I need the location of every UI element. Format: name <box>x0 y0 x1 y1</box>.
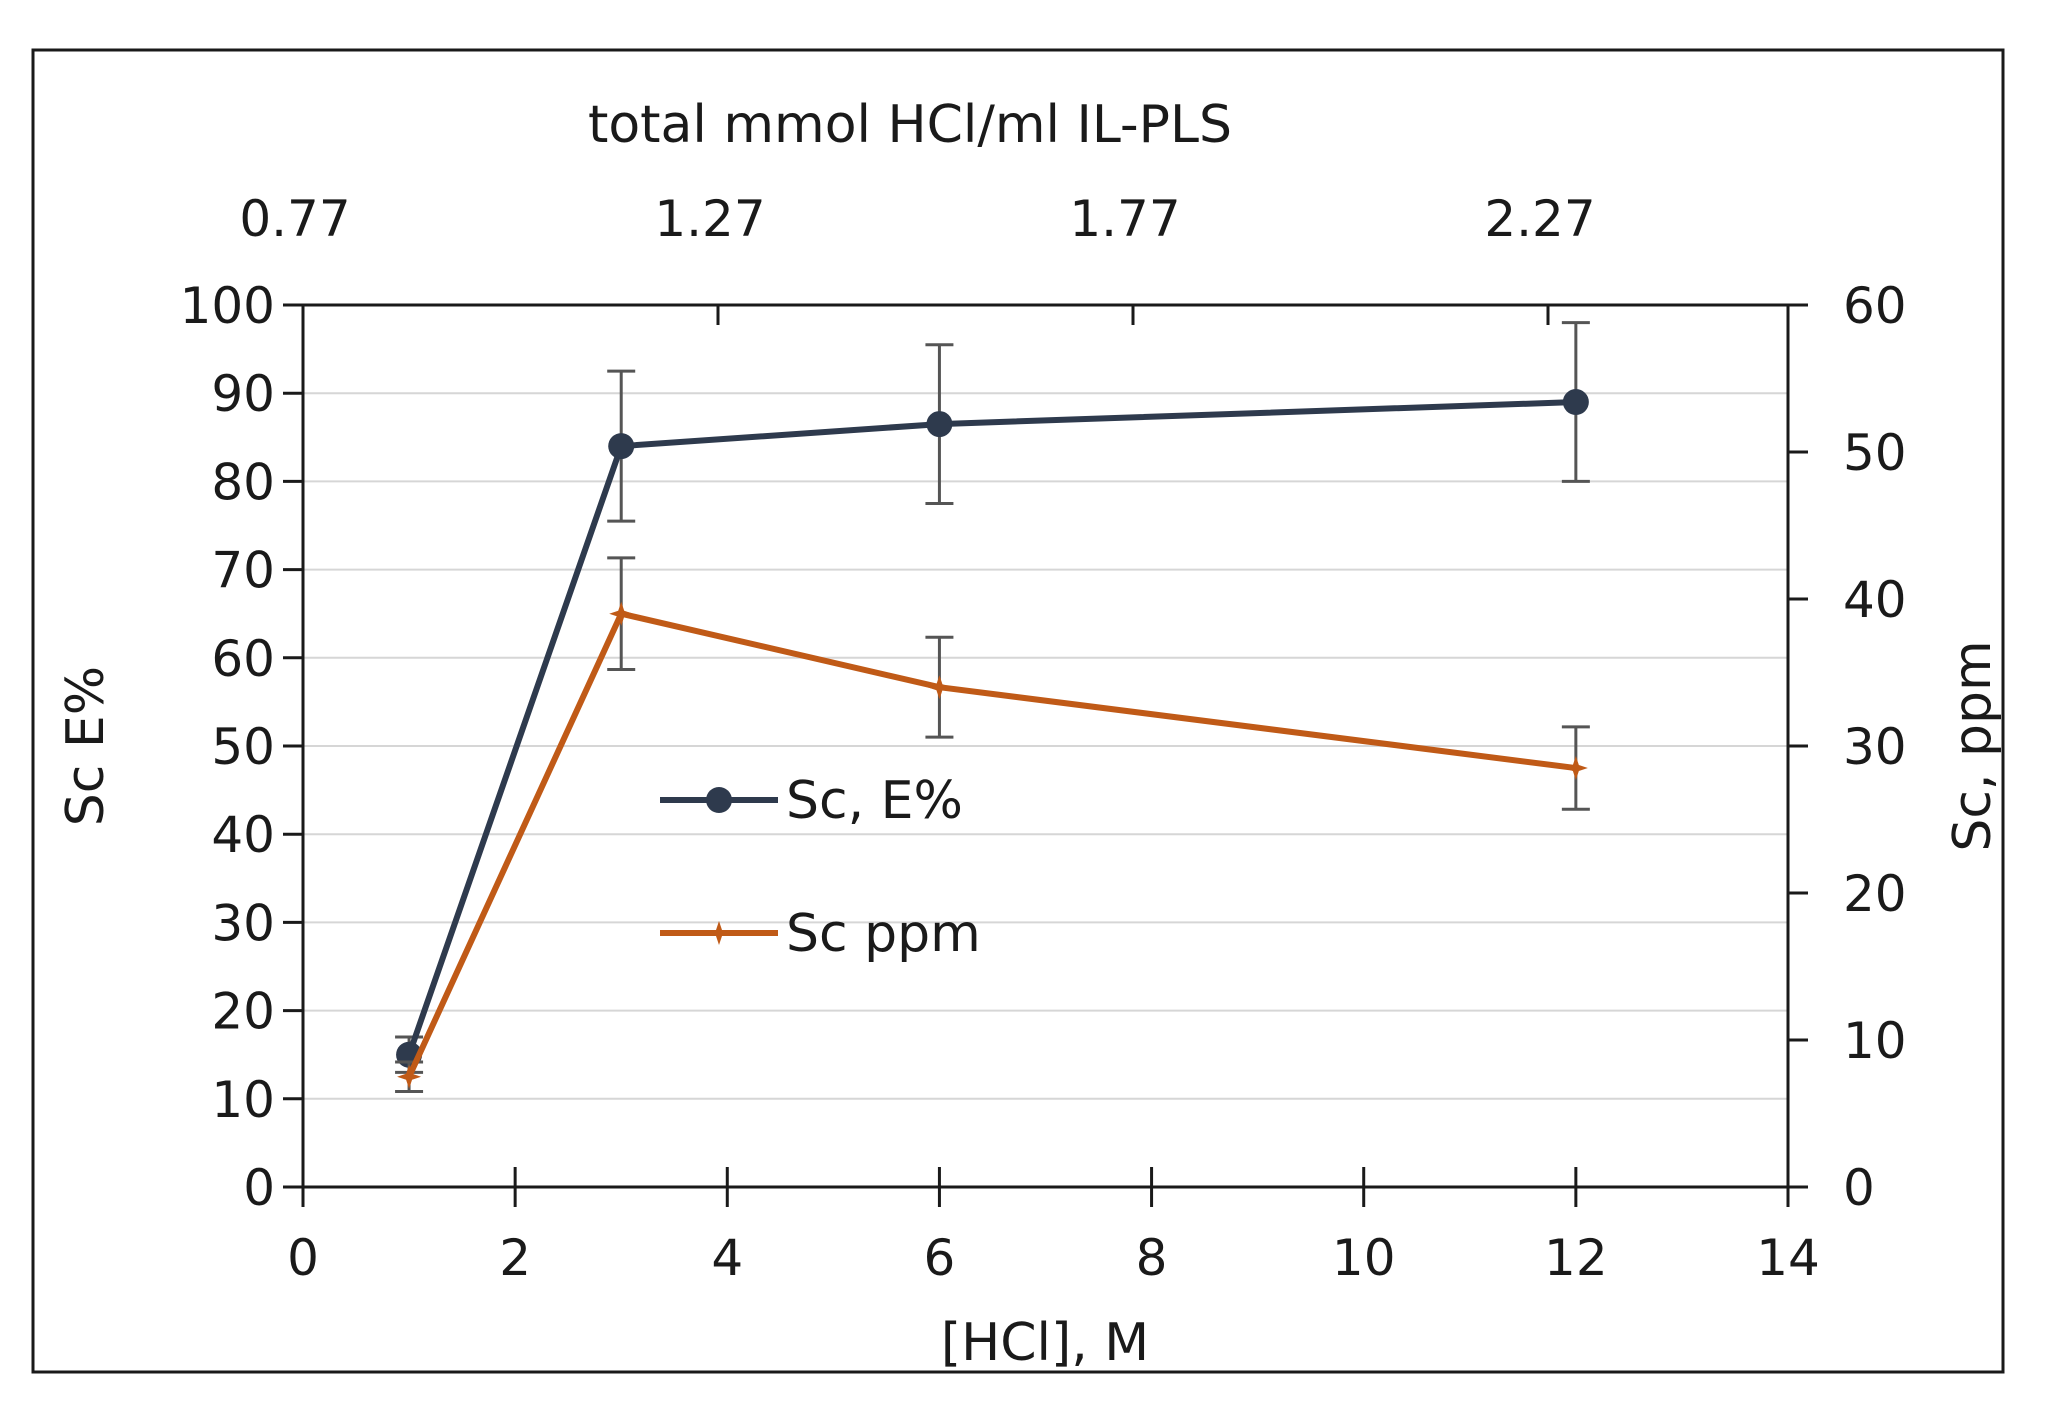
right-tick-label-50: 50 <box>1843 424 1907 482</box>
left-tick-label-30: 30 <box>211 894 275 952</box>
left-tick-label-80: 80 <box>211 453 275 511</box>
top-tick-label-1.27: 1.27 <box>654 190 765 248</box>
right-tick-label-30: 30 <box>1843 718 1907 776</box>
point-sc-e-1 <box>608 433 635 460</box>
right-tick-label-60: 60 <box>1843 277 1907 335</box>
axis-ticks: 0 10 20 30 40 50 60 70 80 90 100 0 10 20 30 40 50 60 0 2 4 6 8… <box>180 190 1907 1287</box>
top-tick-label-2.27: 2.27 <box>1484 190 1595 248</box>
legend-label-sc-e: Sc, E% <box>786 771 963 831</box>
right-axis-title: Sc, ppm <box>1943 640 2003 851</box>
series-line-sc-ppm <box>406 610 1577 1078</box>
point-sc-e-3 <box>1562 389 1589 416</box>
legend-marker-sc-e <box>706 787 732 813</box>
bottom-tick-label-2: 2 <box>499 1229 531 1287</box>
right-tick-label-0: 0 <box>1843 1159 1875 1217</box>
chart-frame <box>31 48 2005 1374</box>
left-tick-label-50: 50 <box>211 718 275 776</box>
series-line-sc-e <box>406 399 1576 1056</box>
right-tick-label-10: 10 <box>1843 1012 1907 1070</box>
left-tick-label-70: 70 <box>211 542 275 600</box>
top-axis-title: total mmol HCl/ml IL-PLS <box>588 95 1232 155</box>
top-tick-label-1.77: 1.77 <box>1069 190 1180 248</box>
bottom-tick-label-6: 6 <box>924 1229 956 1287</box>
point-sc-ppm-1 <box>609 601 634 626</box>
left-tick-label-0: 0 <box>243 1159 275 1217</box>
bottom-tick-label-0: 0 <box>287 1229 319 1287</box>
legend: Sc, E% Sc ppm <box>660 771 981 964</box>
bottom-axis-title: [HCl], M <box>941 1313 1149 1373</box>
bottom-tick-label-10: 10 <box>1332 1229 1396 1287</box>
left-tick-label-10: 10 <box>211 1071 275 1129</box>
left-tick-label-60: 60 <box>211 630 275 688</box>
left-tick-label-40: 40 <box>211 806 275 864</box>
bottom-tick-label-8: 8 <box>1136 1229 1168 1287</box>
legend-label-sc-ppm: Sc ppm <box>786 904 981 964</box>
legend-marker-sc-ppm <box>707 921 731 945</box>
point-sc-ppm-0 <box>397 1064 422 1089</box>
series-layer <box>395 321 1590 1093</box>
left-tick-label-90: 90 <box>211 365 275 423</box>
left-axis-title: Sc E% <box>56 666 116 826</box>
left-tick-label-20: 20 <box>211 983 275 1041</box>
bottom-tick-label-14: 14 <box>1756 1229 1820 1287</box>
left-tick-label-100: 100 <box>180 277 275 335</box>
point-sc-ppm-2 <box>927 675 952 700</box>
right-tick-label-40: 40 <box>1843 571 1907 629</box>
point-sc-ppm-3 <box>1563 756 1588 781</box>
top-tick-label-0.77: 0.77 <box>239 190 350 248</box>
bottom-tick-label-4: 4 <box>711 1229 743 1287</box>
point-sc-e-2 <box>926 411 953 438</box>
right-tick-label-20: 20 <box>1843 865 1907 923</box>
bottom-tick-label-12: 12 <box>1544 1229 1608 1287</box>
